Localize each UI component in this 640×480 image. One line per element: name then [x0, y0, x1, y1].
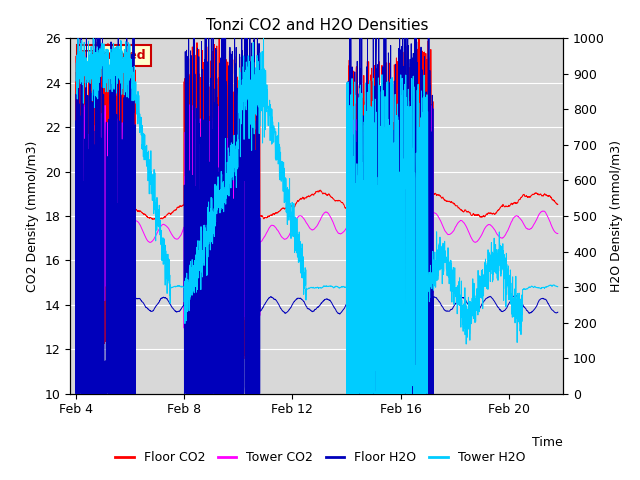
Text: TZ_mixed: TZ_mixed [80, 49, 147, 62]
Y-axis label: CO2 Density (mmol/m3): CO2 Density (mmol/m3) [26, 140, 39, 292]
Legend: Floor CO2, Tower CO2, Floor H2O, Tower H2O: Floor CO2, Tower CO2, Floor H2O, Tower H… [109, 446, 531, 469]
Text: Time: Time [532, 436, 563, 449]
Title: Tonzi CO2 and H2O Densities: Tonzi CO2 and H2O Densities [205, 18, 428, 33]
Y-axis label: H2O Density (mmol/m3): H2O Density (mmol/m3) [611, 140, 623, 292]
